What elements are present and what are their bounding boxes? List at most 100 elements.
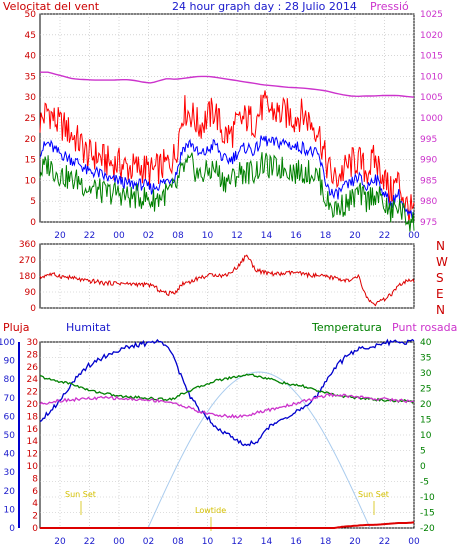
wind-tick-label: 50	[25, 10, 37, 20]
wind-x-tick-label: 18	[320, 231, 332, 241]
temperature-tick-label: 15	[420, 416, 431, 426]
bottom-x-tick-label: 22	[379, 537, 390, 547]
wind-x-tick-label: 00	[113, 231, 125, 241]
humidity-tick-label: 70	[4, 394, 16, 404]
wind-tick-label: 30	[25, 93, 37, 103]
rain-tick-label: 6	[32, 487, 38, 497]
wind-x-tick-label: 20	[349, 231, 361, 241]
rain-tick-label: 30	[27, 338, 39, 348]
pressure-tick-label: 1025	[420, 10, 443, 20]
temperature-tick-label: 20	[420, 400, 432, 410]
rain-tick-label: 22	[27, 388, 38, 398]
direction-tick-label: 90	[25, 288, 37, 298]
sun-annotation-label: Lowtide	[195, 506, 226, 515]
direction-tick-label: 270	[19, 256, 36, 266]
humidity-tick-label: 30	[4, 468, 16, 478]
pressure-tick-label: 980	[420, 197, 437, 207]
humidity-tick-label: 20	[4, 487, 16, 497]
sun-annotation-label: Sun Set	[65, 490, 96, 499]
bottom-x-tick-label: 02	[143, 537, 154, 547]
wind-x-tick-label: 16	[290, 231, 302, 241]
compass-label: S	[436, 271, 444, 285]
temperature-tick-label: 5	[420, 447, 426, 457]
bottom-x-tick-label: 20	[54, 537, 66, 547]
wind-tick-label: 40	[25, 52, 37, 62]
pressure-tick-label: 1015	[420, 52, 443, 62]
rain-tick-label: 8	[32, 474, 38, 484]
rain-tick-label: 12	[27, 450, 38, 460]
wind-tick-label: 35	[25, 72, 36, 82]
wind-tick-label: 45	[25, 31, 36, 41]
bottom-x-tick-label: 22	[84, 537, 95, 547]
direction-tick-label: 180	[19, 272, 36, 282]
temperature-tick-label: 10	[420, 431, 432, 441]
temperature-tick-label: 40	[420, 338, 432, 348]
wind-x-tick-label: 12	[231, 231, 242, 241]
sun-annotation-label: Sun Set	[358, 490, 389, 499]
wind-series-gust	[39, 90, 415, 224]
bottom-series-dewpoint	[39, 392, 415, 419]
dewpoint-label: Punt rosada	[392, 321, 457, 334]
humidity-tick-label: 0	[9, 524, 15, 534]
bottom-x-tick-label: 00	[408, 537, 420, 547]
wind-x-tick-label: 20	[54, 231, 66, 241]
wind-tick-label: 15	[25, 156, 36, 166]
humidity-tick-label: 100	[0, 338, 15, 348]
wind-x-tick-label: 00	[408, 231, 420, 241]
humidity-tick-label: 40	[4, 450, 16, 460]
wind-x-tick-label: 08	[172, 231, 184, 241]
temperature-tick-label: -10	[420, 493, 435, 503]
bottom-x-tick-label: 10	[202, 537, 214, 547]
temperature-tick-label: 0	[420, 462, 426, 472]
chart-title: 24 hour graph day : 28 Julio 2014	[172, 0, 357, 13]
rain-tick-label: 0	[32, 524, 38, 534]
temperature-label: Temperatura	[311, 321, 382, 334]
temperature-tick-label: 35	[420, 354, 431, 364]
bottom-x-tick-label: 18	[320, 537, 332, 547]
rain-tick-label: 14	[27, 437, 39, 447]
wind-series-avg	[39, 135, 415, 219]
bottom-x-tick-label: 00	[113, 537, 125, 547]
chart-layer: 0510152025303540455097598098599099510001…	[0, 10, 448, 547]
pressure-tick-label: 1010	[420, 72, 443, 82]
compass-label: E	[436, 287, 444, 301]
rain-label: Pluja	[3, 321, 29, 334]
compass-label: N	[436, 303, 445, 317]
wind-tick-label: 25	[25, 114, 36, 124]
humidity-tick-label: 50	[4, 431, 16, 441]
temperature-tick-label: -5	[420, 478, 429, 488]
humidity-tick-label: 80	[4, 375, 16, 385]
pressure-tick-label: 995	[420, 135, 437, 145]
wind-x-tick-label: 14	[261, 231, 273, 241]
direction-series	[39, 254, 415, 307]
wind-series-low	[39, 152, 415, 232]
rain-tick-label: 28	[27, 350, 39, 360]
rain-tick-label: 10	[27, 462, 39, 472]
wind-series-pressure	[40, 71, 415, 98]
direction-tick-label: 0	[30, 304, 36, 314]
wind-speed-label: Velocitat del vent	[3, 0, 100, 13]
humidity-tick-label: 10	[4, 505, 16, 515]
temperature-tick-label: 25	[420, 385, 431, 395]
pressure-tick-label: 1000	[420, 114, 443, 124]
rain-tick-label: 20	[27, 400, 39, 410]
wind-tick-label: 5	[30, 197, 36, 207]
direction-tick-label: 360	[19, 240, 36, 250]
bottom-x-tick-label: 12	[231, 537, 242, 547]
temperature-tick-label: 30	[420, 369, 432, 379]
humidity-tick-label: 60	[4, 412, 16, 422]
rain-tick-label: 18	[27, 412, 39, 422]
temperature-tick-label: -15	[420, 509, 435, 519]
sun-elevation-curve	[147, 371, 371, 529]
rain-tick-label: 26	[27, 363, 39, 373]
humidity-tick-label: 90	[4, 357, 16, 367]
pressure-tick-label: 1005	[420, 93, 443, 103]
pressure-tick-label: 985	[420, 176, 437, 186]
wind-tick-label: 10	[25, 176, 37, 186]
wind-x-tick-label: 22	[84, 231, 95, 241]
bottom-x-tick-label: 20	[349, 537, 361, 547]
wind-x-tick-label: 02	[143, 231, 154, 241]
bottom-x-tick-label: 08	[172, 537, 184, 547]
